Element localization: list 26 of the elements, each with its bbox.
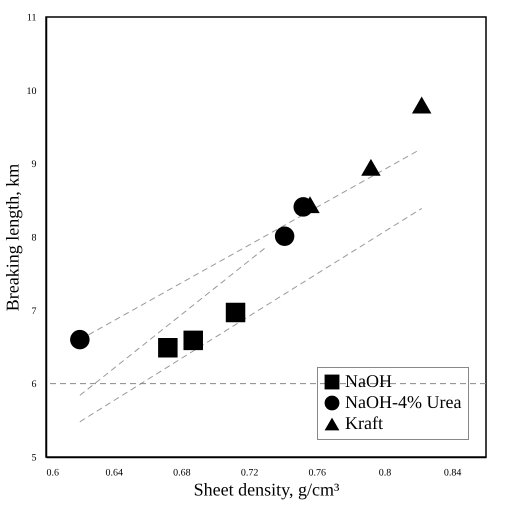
point (70, 330, 90, 350)
y-tick-label: 5 (32, 452, 36, 464)
legend-label: NaOH-4% Urea (345, 392, 462, 412)
y-tick-label: 9 (32, 159, 36, 170)
y-axis-title: Breaking length, km (2, 164, 22, 312)
x-tick-label: 0.76 (308, 468, 326, 478)
y-tick-label: 8 (32, 232, 36, 244)
legend-label: NaOH (345, 371, 392, 391)
x-tick-label: 0.72 (240, 468, 258, 478)
point (158, 338, 178, 358)
legend-label: Kraft (345, 413, 383, 433)
point (361, 158, 381, 176)
x-tick-label: 0.6 (46, 468, 59, 478)
x-axis-title: Sheet density, g/cm³ (194, 480, 340, 500)
point (274, 226, 294, 246)
x-tick-label: 0.84 (444, 468, 462, 478)
y-tick-label: 10 (26, 86, 36, 97)
y-tick-label: 7 (32, 306, 36, 317)
point (226, 302, 246, 322)
y-tick-label: 11 (26, 12, 36, 24)
point (183, 330, 203, 350)
x-tick-label: 0.8 (378, 468, 392, 478)
x-tick-label: 0.64 (105, 468, 123, 478)
y-tick-label: 6 (32, 379, 36, 390)
point (412, 96, 432, 114)
x-tick-label: 0.68 (173, 468, 191, 478)
